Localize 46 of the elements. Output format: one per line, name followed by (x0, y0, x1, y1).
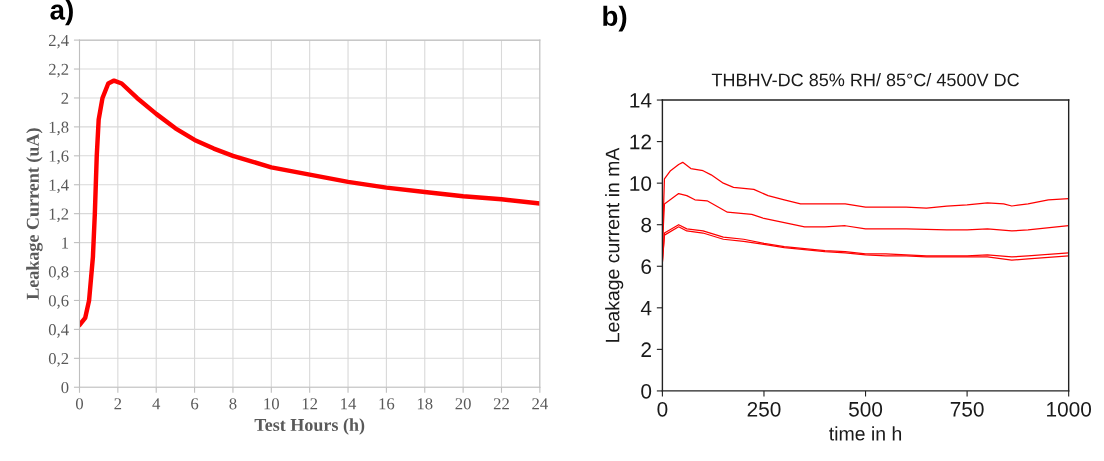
y-tick-label: 0,6 (48, 295, 69, 309)
x-tick-label: 18 (417, 398, 433, 410)
x-axis-title: Test Hours (h) (254, 418, 365, 435)
y-tick-label: 14 (630, 93, 652, 108)
y-tick-label: 0,2 (48, 353, 69, 367)
y-tick-label: 1,4 (49, 179, 69, 194)
y-tick-label: 0,8 (48, 266, 69, 280)
x-tick-label: 500 (848, 401, 883, 417)
y-tick-label: 8 (641, 217, 652, 233)
x-tick-label: 250 (747, 401, 781, 417)
y-axis-title: Leakage Current (uA) (26, 128, 43, 300)
x-tick-label: 0 (657, 401, 668, 417)
x-tick-label: 2 (114, 398, 122, 410)
x-tick-label: 10 (264, 398, 280, 410)
text: b) (603, 5, 627, 32)
y-tick-label: 12 (630, 134, 651, 150)
y-tick-label: 10 (630, 176, 652, 191)
y-tick-label: 2 (61, 92, 69, 104)
y-tick-label: 0 (61, 381, 69, 394)
x-tick-label: 4 (152, 398, 161, 410)
y-tick-label: 0 (641, 383, 652, 399)
x-tick-label: 16 (379, 398, 395, 410)
x-tick-label: 8 (229, 398, 237, 410)
y-tick-label: 1,2 (49, 208, 69, 223)
x-tick-label: 24 (532, 398, 548, 410)
y-tick-label: 2 (641, 342, 651, 357)
y-axis-title: Leakage current in mA (605, 147, 624, 342)
x-tick-label: 14 (341, 398, 357, 410)
y-tick-label: 1,8 (49, 121, 69, 136)
x-tick-label: 0 (75, 398, 84, 410)
x-tick-label: 20 (455, 398, 471, 410)
text: a) (50, 0, 73, 26)
y-tick-label: 2,2 (48, 63, 69, 78)
y-tick-label: 4 (640, 301, 652, 316)
x-axis-title: time in h (829, 426, 902, 441)
x-tick-label: 1000 (1047, 401, 1092, 417)
y-tick-label: 2,4 (48, 34, 69, 49)
y-tick-label: 1,6 (49, 150, 69, 165)
x-tick-label: 12 (302, 398, 318, 410)
x-tick-label: 22 (493, 398, 509, 410)
y-tick-label: 1 (62, 237, 69, 249)
chart-title: THBHV-DC 85% RH/ 85°C/ 4500V DC (711, 73, 1019, 87)
x-tick-label: 750 (950, 401, 984, 417)
x-tick-label: 6 (191, 398, 199, 410)
y-tick-label: 0,4 (48, 324, 69, 338)
y-tick-label: 6 (641, 259, 652, 275)
